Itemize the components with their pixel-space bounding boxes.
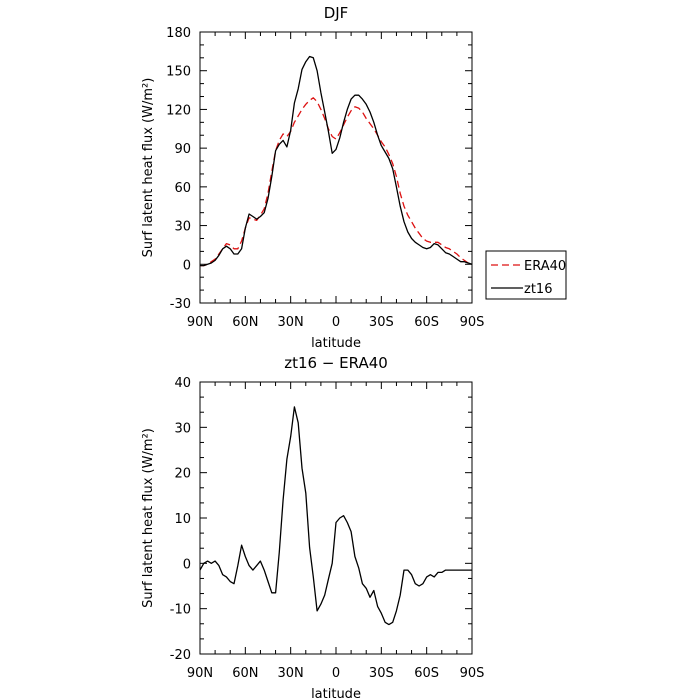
y-tick-label: 40 [174, 376, 191, 391]
legend-box [485, 250, 567, 300]
chart-panel-1: -30 0 30 60 90 120 150 180 90N 60N 30N 0 30S 60S 90S la… [141, 4, 567, 351]
y-tick-label: 150 [166, 65, 191, 80]
x-tick-label: 0 [332, 666, 340, 681]
y-tick-label: 0 [183, 258, 191, 273]
y-tick-label: 30 [174, 421, 191, 436]
x-tick-label: 0 [332, 315, 340, 330]
x-tick-label: 30S [369, 315, 394, 330]
x-tick-label: 90S [460, 666, 485, 681]
y-tick-label: 180 [166, 26, 191, 41]
x-tick-label: 90S [460, 315, 485, 330]
y-tick-label: 0 [183, 557, 191, 572]
y-tick-label: -20 [170, 648, 191, 663]
legend: ERA40 zt16 [485, 250, 567, 300]
x-tick-label: 30S [369, 666, 394, 681]
y-axis-title: Surf latent heat flux (W/m²) [141, 428, 156, 608]
y-tick-label: 30 [174, 220, 191, 235]
plot-frame [199, 381, 473, 655]
x-tick-label: 60S [414, 666, 439, 681]
chart-title: zt16 − ERA40 [284, 354, 388, 372]
x-tick-label: 90N [187, 666, 213, 681]
y-tick-label: -10 [170, 603, 191, 618]
y-tick-label: 90 [174, 142, 191, 157]
chart-panel-2: -20 -10 0 10 20 30 40 90N 60N 30N 0 30S 60S 90S latitu… [141, 354, 484, 700]
y-tick-label: 10 [174, 512, 191, 527]
legend-label-era40: ERA40 [524, 259, 566, 274]
y-tick-label: -30 [170, 297, 191, 312]
legend-label-zt16: zt16 [524, 282, 552, 297]
x-axis-title: latitude [311, 336, 361, 351]
y-axis-title: Surf latent heat flux (W/m²) [141, 78, 156, 258]
plot-frame [199, 31, 473, 304]
chart-title: DJF [324, 4, 349, 22]
x-tick-label: 90N [187, 315, 213, 330]
x-tick-label: 60S [414, 315, 439, 330]
y-tick-label: 60 [174, 181, 191, 196]
series-line-zt16 [200, 55, 473, 267]
x-tick-label: 60N [232, 315, 258, 330]
series-line-difference [199, 406, 472, 626]
y-tick-label: 20 [174, 467, 191, 482]
x-axis-title: latitude [311, 687, 361, 700]
x-tick-label: 60N [232, 666, 258, 681]
x-tick-label: 30N [278, 315, 304, 330]
y-tick-label: 120 [166, 103, 191, 118]
series-line-era40 [200, 97, 473, 267]
x-tick-label: 30N [278, 666, 304, 681]
